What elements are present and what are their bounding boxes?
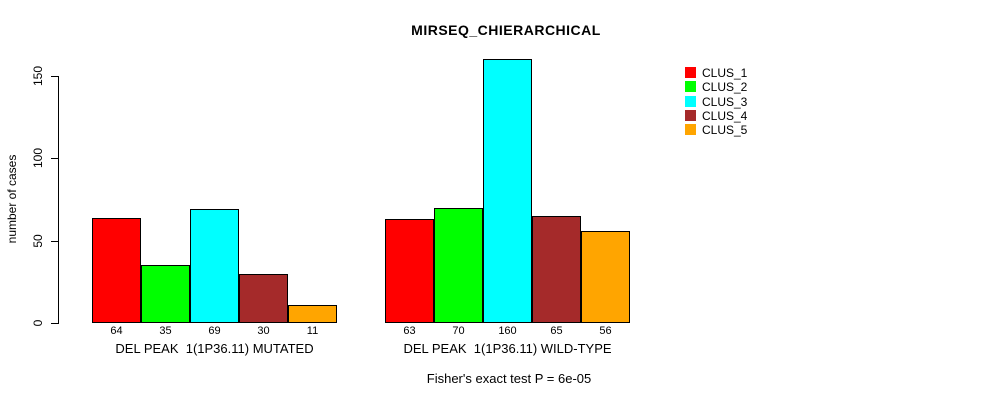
bar-value-label: 69: [208, 325, 221, 337]
y-axis-tick: [51, 240, 58, 242]
legend-swatch-icon: [685, 81, 696, 93]
bar-clus_3-group2: [483, 59, 532, 323]
bar-value-label: 11: [306, 325, 319, 337]
bar-clus_5-group2: [581, 230, 630, 323]
y-axis-tick-label: 0: [31, 319, 45, 327]
legend-label: CLUS_3: [702, 94, 748, 109]
bar-clus_4-group2: [532, 215, 581, 323]
bar-value-label: 30: [257, 325, 270, 337]
legend-swatch-icon: [685, 109, 696, 121]
legend-label: CLUS_4: [702, 108, 748, 123]
y-axis-label: number of cases: [5, 154, 19, 244]
bar-clus_4-group1: [239, 273, 288, 323]
bar-value-label: 70: [452, 325, 465, 337]
bar-value-label: 65: [550, 325, 563, 337]
bar-value-label: 35: [159, 325, 172, 337]
legend-swatch-icon: [685, 124, 696, 136]
legend-label: CLUS_5: [702, 123, 748, 138]
y-axis-tick-label: 150: [31, 65, 45, 86]
y-axis-tick: [51, 158, 58, 160]
bar-value-label: 63: [403, 325, 416, 337]
legend-swatch-icon: [685, 67, 696, 78]
bar-clus_5-group1: [288, 304, 337, 323]
y-axis-line: [58, 75, 59, 324]
legend-label: CLUS_1: [702, 66, 748, 80]
legend-label: CLUS_2: [702, 80, 748, 95]
bar-value-label: 56: [599, 325, 612, 337]
bar-clus_1-group2: [385, 219, 434, 323]
bar-clus_3-group1: [190, 209, 239, 323]
y-axis-tick: [51, 75, 58, 77]
legend-swatch-icon: [685, 95, 696, 107]
bar-value-label: 64: [110, 325, 123, 337]
chart-title: MIRSEQ_CHIERARCHICAL: [411, 22, 601, 38]
bar-clus_2-group1: [141, 265, 190, 323]
y-axis-tick-label: 50: [31, 233, 45, 248]
y-axis-tick-label: 100: [31, 148, 45, 169]
stat-annotation: Fisher's exact test P = 6e-05: [426, 371, 592, 386]
bar-clus_2-group2: [434, 207, 483, 323]
group-label-1: DEL PEAK 1(1P36.11) MUTATED: [115, 341, 314, 356]
group-label-2: DEL PEAK 1(1P36.11) WILD-TYPE: [403, 341, 612, 356]
bar-value-label: 160: [498, 325, 517, 337]
bar-clus_1-group1: [92, 217, 141, 323]
y-axis-tick: [51, 323, 58, 324]
